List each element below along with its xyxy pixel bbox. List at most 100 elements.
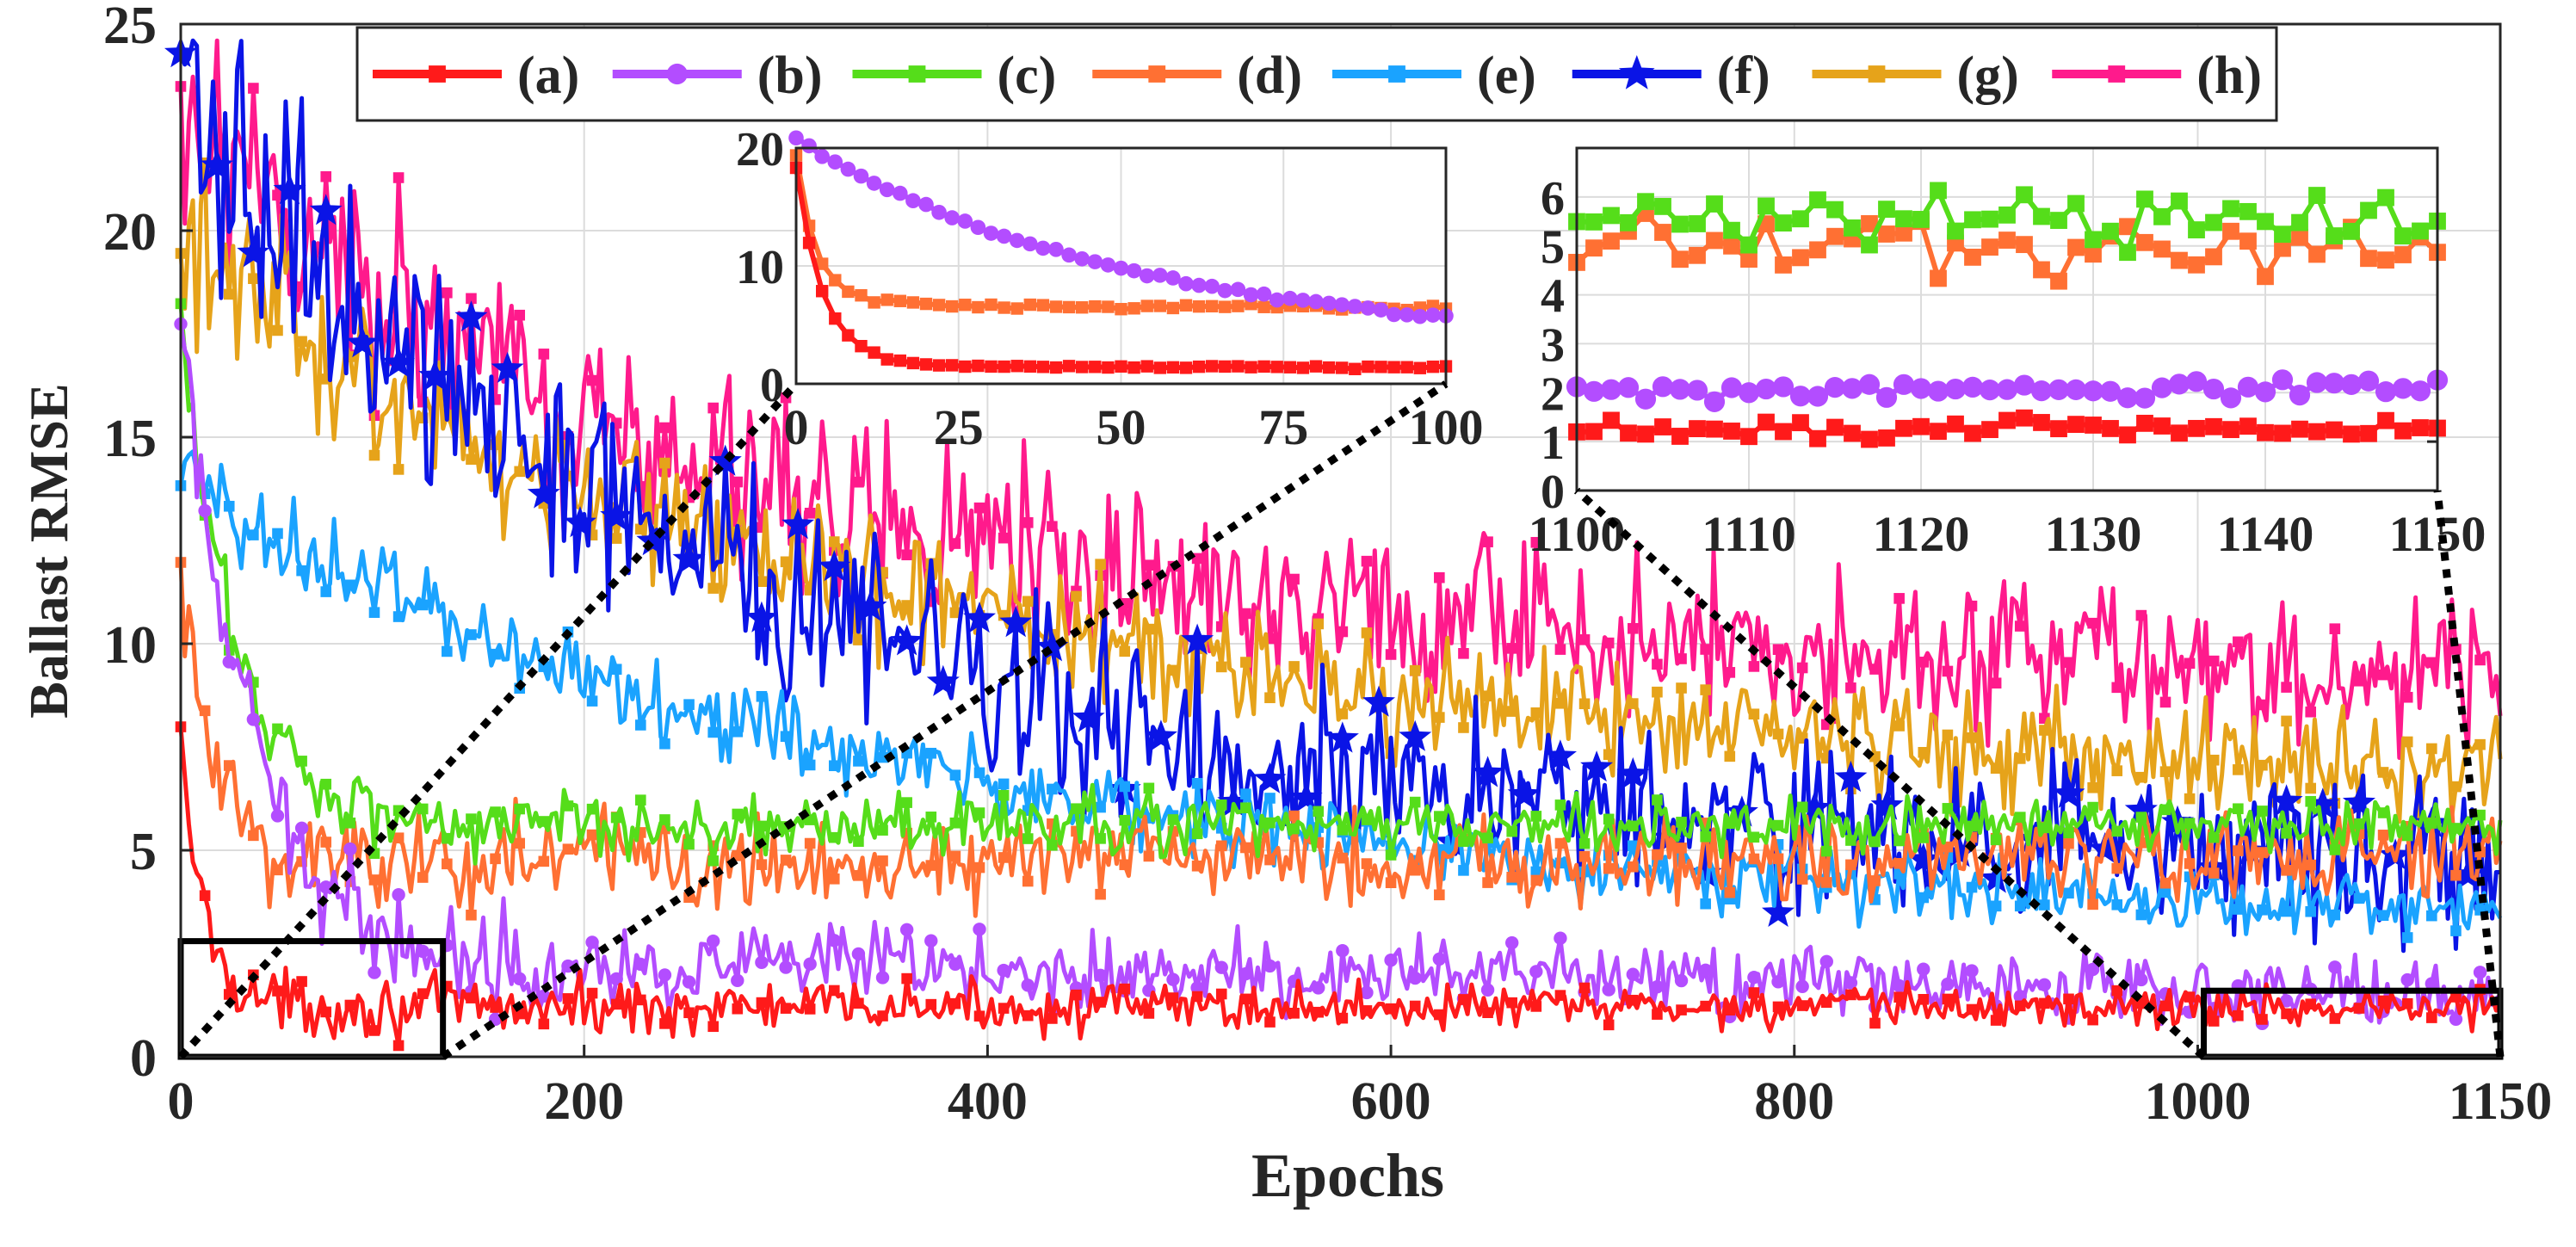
- series-marker: [899, 923, 914, 937]
- series-marker: [925, 747, 937, 759]
- x-tick-label: 1000: [2144, 1072, 2251, 1131]
- series-marker: [948, 957, 962, 971]
- series-marker: [1409, 864, 1421, 876]
- series-marker: [1724, 886, 1736, 898]
- series-marker: [1432, 952, 1447, 966]
- inset-series-marker: [2222, 222, 2239, 240]
- series-marker: [272, 723, 283, 735]
- series-marker: [1892, 978, 1906, 993]
- series-marker: [2401, 691, 2413, 703]
- inset-series-marker: [1062, 300, 1076, 314]
- inset-series-marker: [2257, 268, 2274, 286]
- inset-series-marker: [893, 354, 906, 367]
- inset-series-marker: [1139, 268, 1155, 284]
- series-marker: [1869, 875, 1881, 886]
- inset-series-marker: [1930, 423, 1947, 441]
- inset-series-marker: [2394, 246, 2412, 263]
- inset-y-tick-label: 4: [1541, 270, 1565, 324]
- series-marker: [1119, 983, 1131, 995]
- inset-series-marker: [2205, 417, 2222, 435]
- series-marker: [610, 533, 622, 544]
- inset-series-marker: [1270, 361, 1283, 373]
- inset-series-marker: [919, 358, 933, 371]
- series-marker: [222, 655, 236, 669]
- series-marker: [1602, 983, 1615, 997]
- inset-series-marker: [1010, 360, 1023, 373]
- series-marker: [780, 855, 792, 866]
- inset-series-marker: [2016, 236, 2033, 254]
- series-marker: [586, 374, 598, 386]
- inset-series-marker: [1049, 361, 1063, 374]
- inset-series-marker: [1738, 382, 1760, 404]
- series-marker: [246, 713, 261, 726]
- series-marker: [682, 975, 696, 989]
- series-marker: [1119, 597, 1131, 609]
- series-marker: [2014, 1000, 2026, 1012]
- series-marker: [998, 532, 1010, 544]
- series-marker: [2257, 847, 2268, 858]
- series-marker: [1819, 954, 1833, 969]
- series-marker: [1918, 994, 1930, 1005]
- inset-series-marker: [932, 359, 946, 372]
- series-marker: [1893, 593, 1905, 604]
- inset-series-marker: [2067, 194, 2085, 213]
- inset-series-marker: [1374, 361, 1387, 373]
- series-marker: [294, 821, 309, 836]
- inset-series-marker: [1964, 424, 1981, 442]
- series-marker: [1820, 877, 1832, 888]
- series-marker: [1748, 831, 1760, 843]
- inset-series-marker: [2153, 240, 2171, 258]
- series-marker: [1603, 749, 1615, 761]
- series-marker: [586, 803, 598, 815]
- series-marker: [1119, 859, 1131, 871]
- series-marker: [1471, 756, 1504, 787]
- series-marker: [2135, 812, 2147, 823]
- series-marker: [853, 870, 864, 881]
- series-marker: [466, 454, 477, 466]
- series-marker: [659, 422, 670, 434]
- series-marker: [1554, 644, 1566, 655]
- legend-marker: [1388, 65, 1405, 83]
- series-marker: [1264, 854, 1276, 866]
- series-marker: [1434, 1009, 1445, 1021]
- series-marker: [1506, 825, 1517, 837]
- series-marker: [1408, 971, 1422, 985]
- series-marker: [636, 524, 670, 556]
- inset-series-marker: [1686, 380, 1708, 401]
- x-tick-label: 0: [168, 1072, 195, 1131]
- inset-series-marker: [1295, 293, 1311, 308]
- series-marker: [1313, 618, 1325, 630]
- inset-series-b: [1566, 369, 2449, 412]
- inset-series-marker: [1232, 299, 1245, 312]
- inset-series-marker: [2220, 387, 2242, 409]
- series-marker: [382, 346, 416, 378]
- inset-series-marker: [1603, 411, 1620, 429]
- series-marker: [610, 664, 622, 676]
- inset-series-marker: [2116, 387, 2139, 409]
- inset-series-marker: [1087, 254, 1103, 269]
- inset-series-marker: [1637, 193, 1654, 211]
- inset-series-marker: [842, 285, 855, 299]
- series-marker: [248, 273, 259, 285]
- series-marker: [2377, 807, 2389, 818]
- series-marker: [1337, 852, 1349, 864]
- inset-series-marker: [879, 182, 895, 198]
- plot-frame: [179, 22, 2502, 1059]
- series-marker: [2039, 822, 2050, 834]
- series-marker: [1434, 712, 1445, 723]
- series-marker: [2135, 909, 2147, 921]
- series-marker: [828, 873, 840, 885]
- series-marker: [1384, 954, 1398, 967]
- inset-series-marker: [1257, 360, 1270, 373]
- series-marker: [1772, 644, 1784, 655]
- series-marker: [877, 751, 888, 763]
- series-marker: [1603, 813, 1615, 825]
- inset-series-marker: [1878, 225, 1895, 243]
- series-marker: [1458, 836, 1469, 848]
- inset-y-tick-label: 20: [736, 123, 784, 176]
- series-marker: [2016, 822, 2049, 854]
- zoom-connector: [1573, 487, 2207, 1060]
- inset-series-marker: [1600, 379, 1622, 400]
- series-marker: [223, 989, 235, 1000]
